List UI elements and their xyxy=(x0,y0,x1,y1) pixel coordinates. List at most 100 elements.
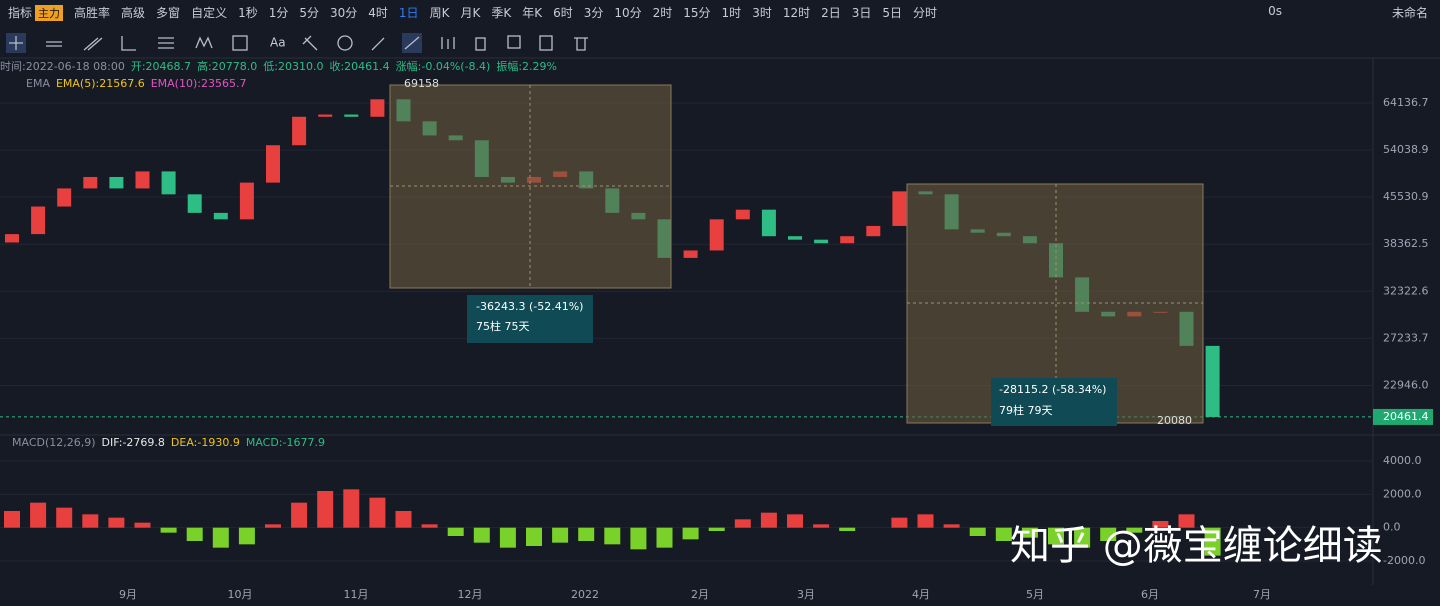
macd-bar xyxy=(265,524,281,528)
timeframe[interactable]: 1秒 xyxy=(238,6,258,20)
candle xyxy=(135,171,150,189)
info-text: MACD(12,26,9) xyxy=(12,436,96,449)
timeframe[interactable]: 30分 xyxy=(330,6,358,20)
text-tool[interactable]: Aa xyxy=(270,36,286,50)
macd-bar xyxy=(1074,527,1091,548)
timeframe[interactable]: 年K xyxy=(522,6,543,20)
macd-bar xyxy=(421,524,438,528)
macd-bar xyxy=(787,514,803,528)
toolbar-right: 0s 未命名 xyxy=(1268,4,1428,21)
x-tick-label: 11月 xyxy=(344,588,369,601)
y-tick-label: 32322.6 xyxy=(1383,284,1429,297)
x-tick-label: 9月 xyxy=(119,588,137,601)
badge[interactable]: 主力 xyxy=(35,4,64,21)
candle xyxy=(239,182,254,220)
macd-bar xyxy=(4,511,20,528)
candle xyxy=(318,114,333,117)
info-text: EMA(10):23565.7 xyxy=(151,77,247,90)
timeframe[interactable]: 3时 xyxy=(752,6,772,20)
macd-bar xyxy=(238,527,255,545)
macd-bar xyxy=(134,522,151,528)
timeframe[interactable]: 高胜率 xyxy=(74,6,111,20)
candle xyxy=(709,219,724,251)
macd-bar xyxy=(1048,527,1064,545)
timeframe[interactable]: 4时 xyxy=(368,6,388,20)
layout-name[interactable]: 未命名 xyxy=(1391,6,1428,20)
macd-bar xyxy=(108,517,125,528)
timeframe[interactable]: 2时 xyxy=(652,6,673,20)
timeframe[interactable]: 季K xyxy=(491,6,512,20)
timeframe[interactable]: 1日 xyxy=(398,6,419,20)
measure-change: -36243.3 (-52.41%) xyxy=(476,300,583,313)
candle xyxy=(57,188,72,207)
candle xyxy=(83,176,98,189)
candle xyxy=(761,209,776,237)
y-tick-label: -2000.0 xyxy=(1383,554,1425,567)
timeframe[interactable]: 15分 xyxy=(683,6,711,20)
candle xyxy=(840,236,855,244)
info-text: EMA(5):21567.6 xyxy=(56,77,145,90)
info-text: EMA xyxy=(26,77,50,90)
timeframe[interactable]: 高级 xyxy=(121,6,146,20)
timeframe[interactable]: 周K xyxy=(429,6,450,20)
timeframe[interactable]: 1时 xyxy=(721,6,742,20)
timeframe[interactable]: 2日 xyxy=(821,6,841,20)
timeframe[interactable]: 指标 xyxy=(8,6,33,20)
macd-bar xyxy=(1204,527,1221,556)
info-text: 振幅:2.29% xyxy=(496,59,557,73)
macd-bar xyxy=(212,527,229,548)
info-text: 高:20778.0 xyxy=(197,59,257,73)
macd-bar xyxy=(995,527,1012,541)
measure-change: -28115.2 (-58.34%) xyxy=(999,383,1106,396)
candle xyxy=(109,176,124,189)
timeframe[interactable]: 12时 xyxy=(782,6,811,20)
candle xyxy=(161,171,176,195)
x-tick-label: 7月 xyxy=(1253,588,1271,601)
macd-bar xyxy=(160,527,177,533)
macd-bar xyxy=(499,527,516,548)
y-tick-label: 27233.7 xyxy=(1383,331,1429,344)
macd-bar xyxy=(734,519,751,528)
x-tick-label: 4月 xyxy=(912,588,930,601)
timeframe[interactable]: 多窗 xyxy=(156,6,181,20)
watermark: 知乎 @薇宝缠论细读 xyxy=(1010,523,1383,569)
timeframe[interactable]: 1分 xyxy=(268,6,289,20)
timeframe[interactable]: 10分 xyxy=(614,6,642,20)
macd-bar xyxy=(813,524,830,528)
macd-bar xyxy=(839,527,856,531)
info-text: DEA:-1930.9 xyxy=(171,436,240,449)
timeframe[interactable]: 3分 xyxy=(583,6,604,20)
macd-bar xyxy=(552,527,569,543)
candle xyxy=(187,194,202,213)
measure-bars: 75柱 75天 xyxy=(476,319,530,333)
info-text: 收:20461.4 xyxy=(329,59,389,73)
timeframe-toolbar: 指标 主力 高胜率 高级 多窗 自定义 1秒 1分 5分 30分 4时 1日 周K 月K 季K 年K 6时 3分 1… xyxy=(0,0,1440,25)
measure-label xyxy=(991,378,1117,426)
timeframe[interactable]: 自定义 xyxy=(191,6,228,20)
macd-bar xyxy=(682,527,699,540)
macd-bar xyxy=(317,491,334,528)
y-tick-label: 54038.9 xyxy=(1383,143,1429,156)
timeframe[interactable]: 5分 xyxy=(299,6,319,20)
candle xyxy=(5,234,19,243)
drawing-tools xyxy=(6,33,588,53)
candle xyxy=(344,114,359,117)
y-tick-label: 38362.5 xyxy=(1383,237,1429,250)
macd-bar xyxy=(604,527,621,545)
macd-bar xyxy=(1178,514,1195,528)
x-tick-label: 10月 xyxy=(228,588,253,601)
timeframe[interactable]: 分时 xyxy=(913,6,938,20)
x-tick-label: 2022 xyxy=(571,588,599,601)
candle xyxy=(892,191,907,226)
macd-bar xyxy=(82,514,99,528)
candle xyxy=(866,225,881,237)
macd-bar xyxy=(473,527,490,543)
macd-bar xyxy=(186,527,203,541)
info-text: DIF:-2769.8 xyxy=(102,436,165,449)
timeframe[interactable]: 5日 xyxy=(882,6,903,20)
timeframe[interactable]: 3日 xyxy=(851,6,872,20)
timeframe[interactable]: 6时 xyxy=(553,6,573,20)
timeframe[interactable]: 月K xyxy=(460,6,481,20)
candle xyxy=(370,99,385,117)
